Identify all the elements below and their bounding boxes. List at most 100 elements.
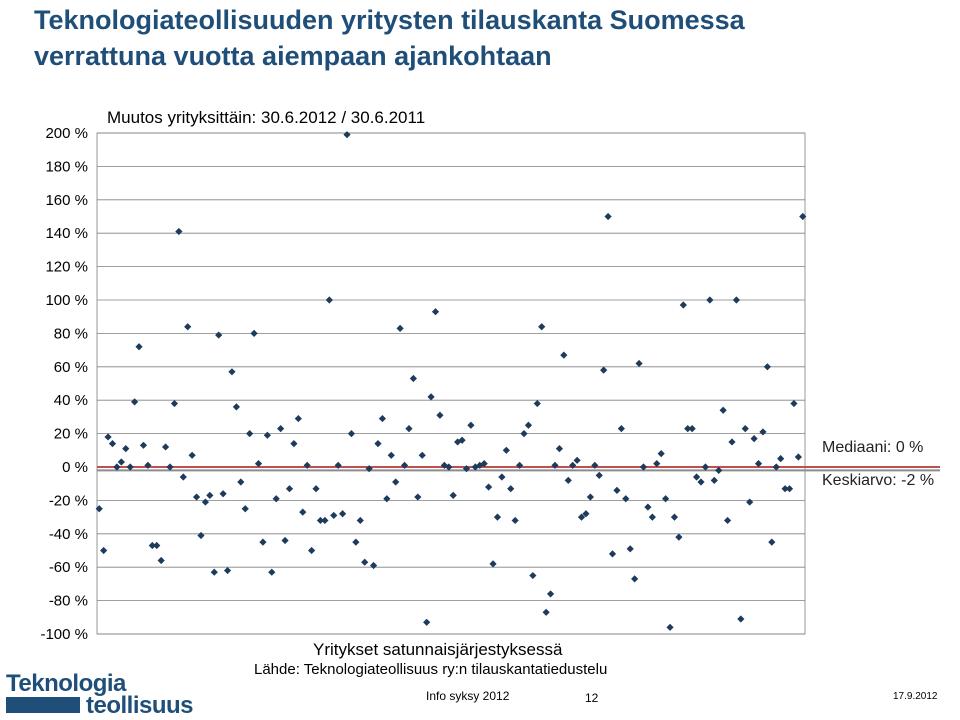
data-point: [542, 608, 550, 616]
data-point: [507, 485, 515, 493]
data-point: [418, 451, 426, 459]
data-point: [511, 516, 519, 525]
y-tick-label: -100 %: [40, 626, 88, 643]
data-point: [361, 558, 369, 566]
data-point: [617, 424, 625, 433]
logo-line-1: Teknologia: [6, 670, 126, 697]
data-point: [710, 476, 718, 484]
logo-line-2: teollisuus: [86, 692, 194, 719]
data-point: [144, 461, 152, 469]
data-point: [334, 461, 342, 469]
page-number: 12: [585, 691, 599, 705]
data-point: [794, 453, 802, 461]
y-tick-label: 0 %: [62, 459, 88, 476]
data-point: [480, 460, 488, 468]
data-point: [697, 478, 705, 486]
data-point: [369, 561, 378, 570]
data-point: [392, 478, 400, 486]
data-point: [254, 460, 263, 468]
data-point: [157, 556, 165, 565]
data-point: [405, 424, 413, 433]
y-tick-label: 40 %: [54, 392, 88, 409]
data-point: [662, 495, 670, 503]
data-point: [595, 471, 603, 479]
data-point: [639, 463, 648, 471]
data-point: [308, 546, 316, 555]
data-point: [564, 476, 572, 484]
data-point: [577, 513, 586, 521]
data-point: [555, 445, 564, 453]
data-point: [325, 296, 333, 304]
footer-date: 17.9.2012: [893, 691, 938, 702]
data-point: [321, 516, 329, 525]
data-point: [785, 485, 794, 493]
data-point: [688, 424, 696, 433]
data-point: [414, 493, 422, 501]
data-point: [728, 438, 736, 446]
footer-info: Info syksy 2012: [426, 689, 510, 703]
y-tick-label: 100 %: [45, 292, 88, 309]
data-point: [197, 531, 205, 540]
data-point: [387, 451, 395, 459]
y-tick-label: 160 %: [45, 192, 88, 209]
data-point: [113, 463, 121, 471]
data-point: [281, 536, 289, 545]
plot-frame: [96, 132, 806, 635]
y-tick-label: 120 %: [45, 259, 88, 276]
data-point: [569, 461, 577, 469]
data-point: [489, 560, 497, 568]
data-point: [604, 212, 612, 221]
data-point: [515, 461, 524, 469]
data-point: [746, 498, 754, 506]
data-point: [290, 440, 298, 448]
data-point: [436, 411, 444, 419]
data-point: [201, 498, 210, 506]
data-point: [626, 545, 634, 553]
data-point: [458, 436, 466, 444]
data-point: [719, 406, 727, 414]
data-point: [175, 227, 183, 236]
data-point: [551, 461, 559, 469]
data-point: [383, 495, 391, 503]
logo-bar: [6, 697, 80, 713]
data-point: [232, 403, 240, 411]
data-point: [648, 513, 656, 521]
source-note: Lähde: Teknologiateollisuus ry:n tilausk…: [254, 661, 608, 678]
x-axis-label: Yritykset satunnaisjärjestyksessä: [313, 640, 563, 659]
y-tick-label: 140 %: [45, 225, 88, 242]
data-point: [600, 366, 608, 374]
data-point: [653, 460, 661, 468]
data-point: [263, 431, 271, 439]
data-point: [790, 399, 798, 408]
data-point: [153, 541, 161, 550]
data-point: [250, 329, 258, 337]
chart-subtitle: Muutos yrityksittäin: 30.6.2012 / 30.6.2…: [107, 108, 426, 127]
y-tick-label: -20 %: [49, 492, 88, 509]
y-tick-label: -80 %: [49, 593, 88, 610]
data-point: [560, 351, 568, 359]
data-point: [750, 435, 758, 443]
data-point: [246, 430, 254, 438]
data-point: [95, 505, 103, 513]
data-point: [737, 615, 745, 623]
data-point: [228, 368, 236, 376]
data-point: [692, 473, 701, 481]
data-point: [131, 398, 139, 406]
data-point: [294, 414, 302, 423]
data-point: [666, 623, 674, 631]
data-point: [312, 485, 320, 493]
data-point: [754, 460, 763, 468]
data-point: [316, 516, 325, 525]
data-point: [400, 461, 409, 469]
data-point: [582, 510, 590, 518]
data-point: [166, 463, 174, 471]
data-point: [485, 483, 493, 491]
data-point: [591, 461, 599, 469]
data-point: [241, 505, 249, 513]
data-point: [502, 446, 510, 454]
y-tick-label: 80 %: [54, 325, 88, 342]
data-point: [493, 513, 502, 521]
data-point: [100, 546, 108, 555]
median-label: Mediaani: 0 %: [822, 439, 924, 456]
